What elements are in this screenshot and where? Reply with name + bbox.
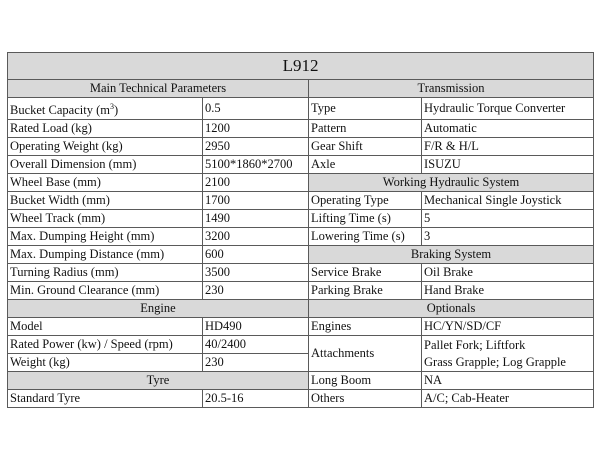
- section-braking-header: Braking System: [307, 245, 595, 265]
- param-label: Operating Weight (kg): [7, 137, 203, 157]
- param-value: Oil Brake: [420, 263, 595, 283]
- param-value: F/R & H/L: [420, 137, 595, 157]
- param-label: Axle: [308, 155, 422, 175]
- section-engine-header: Engine: [7, 299, 309, 319]
- param-value: 1490: [202, 209, 309, 229]
- section-header-row: Main Technical Parameters Transmission: [7, 79, 595, 98]
- param-value: 40/2400: [202, 335, 309, 355]
- param-label: Type: [308, 96, 422, 121]
- param-value: Pallet Fork; Liftfork Grass Grapple; Log…: [420, 335, 595, 373]
- section-transmission-header: Transmission: [307, 79, 595, 98]
- param-label: Turning Radius (mm): [7, 263, 203, 283]
- param-label: Min. Ground Clearance (mm): [7, 281, 203, 301]
- param-label: Gear Shift: [308, 137, 422, 157]
- table-row: Operating Weight (kg) 2950 Gear Shift F/…: [7, 137, 595, 157]
- param-value: 230: [202, 353, 309, 373]
- param-value: Hand Brake: [420, 281, 595, 301]
- table-row: Bucket Width (mm) 1700 Operating Type Me…: [7, 191, 595, 211]
- param-value: 2100: [202, 173, 309, 193]
- param-label: Model: [7, 317, 203, 337]
- attachment-value: Grass Grapple; Log Grapple: [424, 354, 566, 369]
- param-label: Wheel Track (mm): [7, 209, 203, 229]
- table-row: Rated Load (kg) 1200 Pattern Automatic: [7, 119, 595, 139]
- table-row: Standard Tyre 20.5-16 Others A/C; Cab-He…: [7, 389, 595, 409]
- param-label: Lowering Time (s): [308, 227, 422, 247]
- param-value: A/C; Cab-Heater: [420, 389, 595, 409]
- param-label: Max. Dumping Height (mm): [7, 227, 203, 247]
- table-row: Min. Ground Clearance (mm) 230 Parking B…: [7, 281, 595, 301]
- unit-superscript: 3: [109, 102, 114, 111]
- param-value: 1200: [202, 119, 309, 139]
- param-label: Max. Dumping Distance (mm): [7, 245, 203, 265]
- param-value: 5100*1860*2700: [202, 155, 309, 175]
- param-label: Overall Dimension (mm): [7, 155, 203, 175]
- table-row: Rated Power (kw) / Speed (rpm) 40/2400 A…: [7, 335, 595, 373]
- spec-table: L912 Main Technical Parameters Transmiss…: [6, 52, 595, 409]
- param-value: 3: [420, 227, 595, 247]
- param-value: HC/YN/SD/CF: [420, 317, 595, 337]
- param-label: Bucket Capacity (m3): [7, 96, 203, 121]
- param-label: Engines: [308, 317, 422, 337]
- table-row: Bucket Capacity (m3) 0.5 Type Hydraulic …: [7, 96, 595, 121]
- param-label: Rated Load (kg): [7, 119, 203, 139]
- param-label: Long Boom: [308, 371, 422, 391]
- bucket-capacity-label: Bucket Capacity (m: [10, 103, 110, 118]
- param-value: 20.5-16: [202, 389, 309, 409]
- section-tyre-header: Tyre: [7, 371, 309, 391]
- param-value: Mechanical Single Joystick: [420, 191, 595, 211]
- param-value: 1700: [202, 191, 309, 211]
- title-row: L912: [6, 52, 595, 80]
- attachment-value: Pallet Fork; Liftfork: [424, 337, 526, 352]
- param-label: Pattern: [308, 119, 422, 139]
- table-row: Wheel Base (mm) 2100 Working Hydraulic S…: [7, 173, 595, 193]
- param-label: Standard Tyre: [7, 389, 203, 409]
- param-label: Weight (kg): [7, 353, 203, 373]
- table-row: Overall Dimension (mm) 5100*1860*2700 Ax…: [7, 155, 595, 175]
- param-label: Lifting Time (s): [308, 209, 422, 229]
- table-row: Max. Dumping Distance (mm) 600 Braking S…: [7, 245, 595, 265]
- section-working-hydraulic-header: Working Hydraulic System: [307, 173, 595, 193]
- section-optionals-header: Optionals: [307, 299, 595, 319]
- table-row: Engine Optionals: [7, 299, 595, 319]
- param-value: Hydraulic Torque Converter: [420, 96, 595, 121]
- param-value: 600: [202, 245, 309, 265]
- param-value: 3500: [202, 263, 309, 283]
- param-value: 5: [420, 209, 595, 229]
- table-row: Model HD490 Engines HC/YN/SD/CF: [7, 317, 595, 337]
- param-label: Parking Brake: [308, 281, 422, 301]
- param-value: 230: [202, 281, 309, 301]
- table-row: Tyre Long Boom NA: [7, 371, 595, 391]
- param-label: Service Brake: [308, 263, 422, 283]
- section-main-header: Main Technical Parameters: [7, 79, 309, 98]
- param-value: ISUZU: [420, 155, 595, 175]
- bucket-capacity-label-end: ): [113, 103, 119, 118]
- param-value: 0.5: [202, 96, 309, 121]
- table-row: Max. Dumping Height (mm) 3200 Lowering T…: [7, 227, 595, 247]
- param-value: 2950: [202, 137, 309, 157]
- param-value: Automatic: [420, 119, 595, 139]
- table-row: Weight (kg) 230: [7, 353, 594, 373]
- param-value: HD490: [202, 317, 309, 337]
- param-value: 3200: [202, 227, 309, 247]
- param-label: Others: [308, 389, 422, 409]
- param-label: Wheel Base (mm): [7, 173, 203, 193]
- param-label: Attachments: [308, 335, 422, 373]
- param-value: NA: [420, 371, 595, 391]
- table-row: Wheel Track (mm) 1490 Lifting Time (s) 5: [7, 209, 595, 229]
- table-row: Turning Radius (mm) 3500 Service Brake O…: [7, 263, 595, 283]
- param-label: Rated Power (kw) / Speed (rpm): [7, 335, 203, 355]
- table-title: L912: [6, 52, 595, 80]
- param-label: Operating Type: [308, 191, 422, 211]
- param-label: Bucket Width (mm): [7, 191, 203, 211]
